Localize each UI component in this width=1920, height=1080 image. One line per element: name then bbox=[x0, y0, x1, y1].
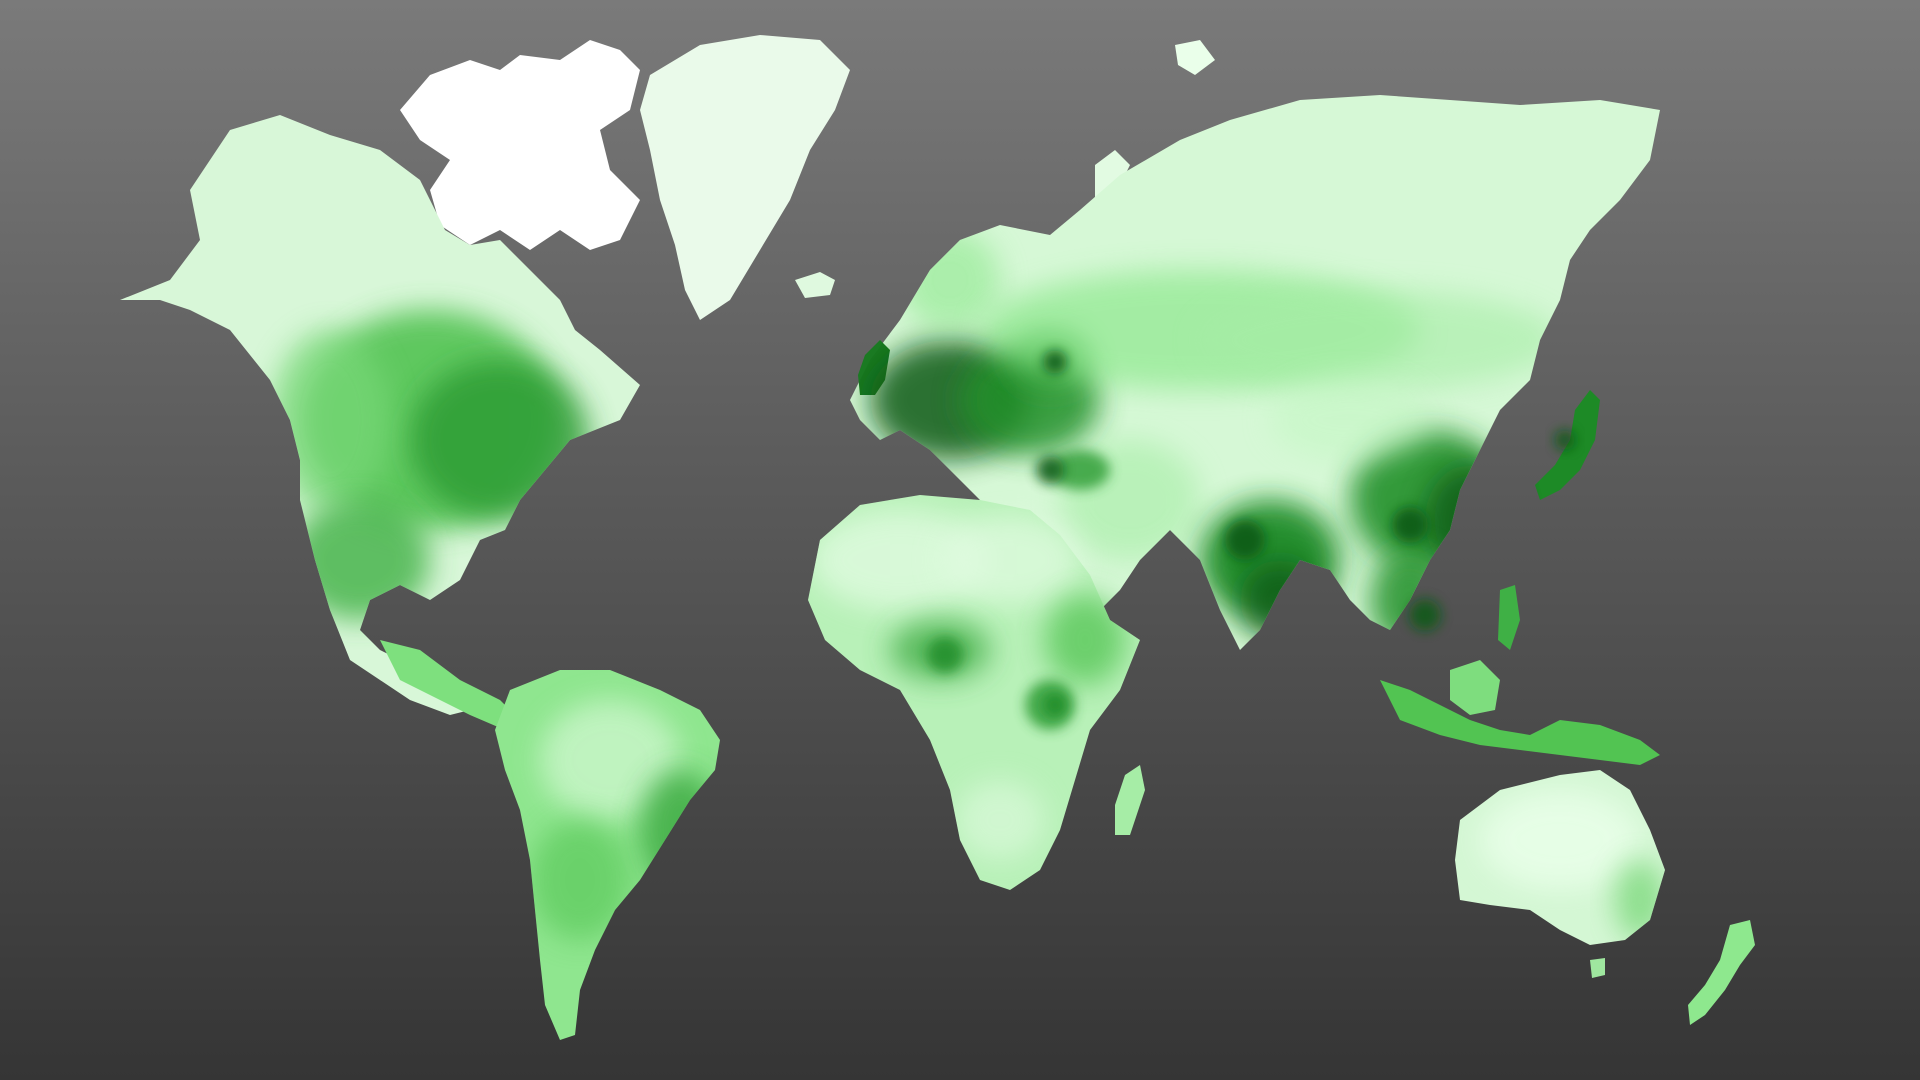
new-zealand bbox=[1688, 920, 1755, 1025]
arctic-archipelago bbox=[400, 40, 640, 250]
iceland bbox=[795, 272, 835, 298]
greenland bbox=[640, 35, 850, 320]
madagascar bbox=[1115, 765, 1145, 835]
tasmania bbox=[1590, 958, 1605, 978]
svalbard bbox=[1175, 40, 1215, 75]
arctic-island bbox=[470, 85, 545, 135]
central-america bbox=[380, 640, 520, 730]
philippines bbox=[1498, 585, 1520, 650]
borneo bbox=[1450, 660, 1500, 715]
indonesia bbox=[1380, 680, 1660, 765]
hotspots bbox=[927, 350, 1575, 717]
